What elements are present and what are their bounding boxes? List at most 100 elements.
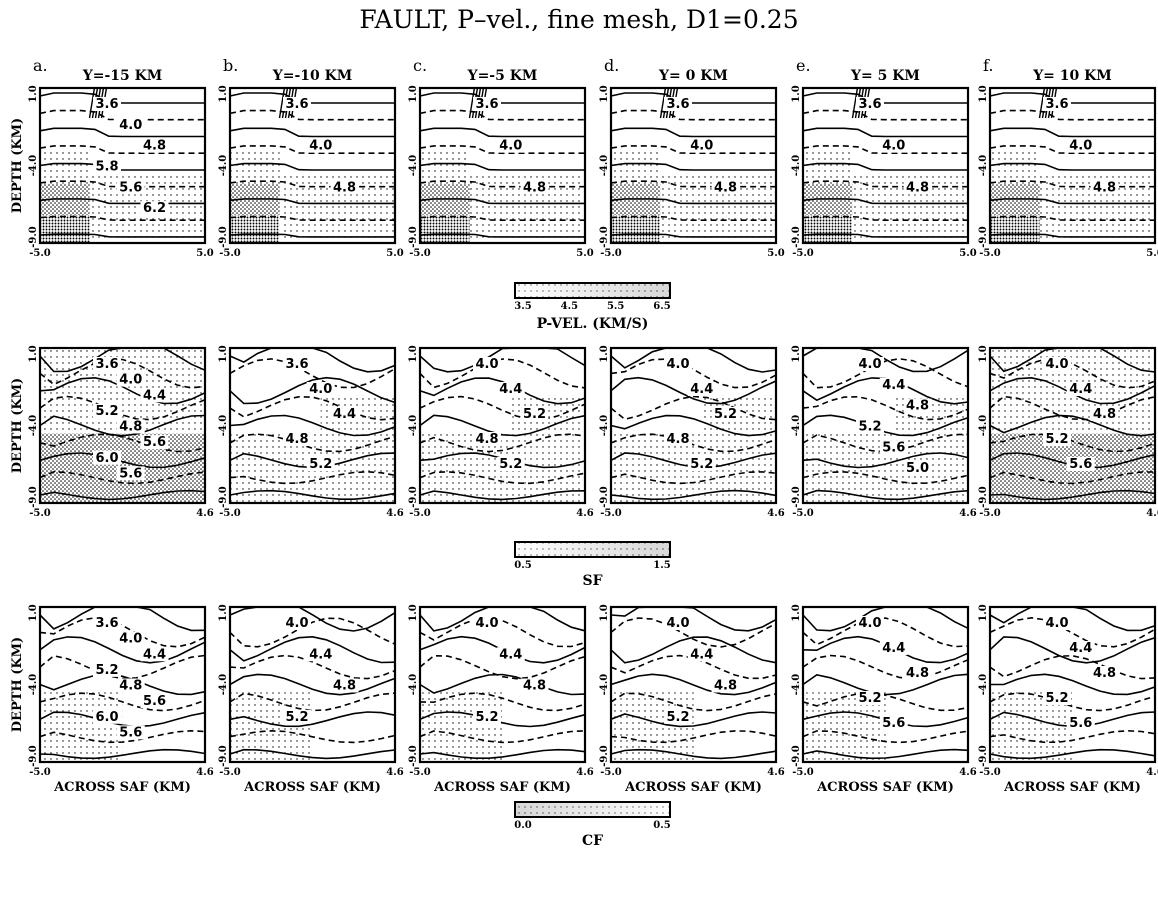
- y-tick-label: -9.0: [408, 745, 419, 767]
- contour-label-bg: [116, 117, 145, 132]
- contour-line: [419, 347, 586, 373]
- contour-label: 4.8: [119, 420, 142, 435]
- contour-label: 5.6: [1069, 457, 1092, 472]
- shade-region: [420, 215, 470, 243]
- contour-label-bg: [903, 666, 932, 680]
- contour-label: 5.2: [309, 457, 332, 472]
- fault-contour: [278, 87, 286, 119]
- contour-line: [802, 692, 969, 712]
- panel-letter: b.: [223, 56, 238, 75]
- contour-line: [989, 606, 1156, 632]
- contour-line: [229, 489, 396, 500]
- contour-line: [419, 109, 585, 121]
- contour-label-bg: [711, 180, 740, 195]
- contour-line: [229, 198, 395, 205]
- contour-line: [39, 395, 206, 421]
- contour-line: [419, 414, 586, 437]
- contour-line: [39, 636, 206, 664]
- x-tick-label: -5.0: [219, 248, 241, 259]
- y-tick-label: -4.0: [599, 415, 610, 437]
- contour-panel: f. Y= 10 KM 3.6 4.0 4.8 1.0 -4.0 -9.0-5.0 5.0: [978, 56, 1158, 259]
- panel-section-label: Y= 5 KM: [850, 68, 920, 84]
- x-tick-label: 4.6: [1146, 767, 1158, 778]
- contour-line: [419, 673, 586, 696]
- panel-frame: [801, 605, 970, 764]
- y-axis-label: DEPTH (KM): [10, 378, 25, 473]
- x-tick-label: 5.0: [959, 248, 976, 259]
- contour-label-bg: [1090, 666, 1119, 680]
- contour-label: 4.8: [1093, 666, 1116, 681]
- y-tick-label: -9.0: [28, 745, 39, 767]
- contour-label-bg: [116, 372, 145, 387]
- contour-label-bg: [903, 180, 932, 195]
- colorbar-tick-label: 3.5: [514, 301, 531, 312]
- contour-line: [802, 198, 968, 205]
- contour-label: 4.0: [119, 118, 142, 133]
- contour-line: [419, 654, 586, 680]
- shade-region: [420, 150, 470, 185]
- contour-line: [802, 145, 968, 154]
- contour-line: [39, 358, 206, 389]
- contour-line: [989, 414, 1156, 437]
- contour-line: [39, 162, 205, 171]
- contour-line: [802, 347, 969, 373]
- y-tick-label: -9.0: [599, 745, 610, 767]
- contour-label: 4.0: [119, 373, 142, 388]
- contour-label: 4.4: [1069, 382, 1092, 397]
- fault-contour: [1038, 87, 1046, 119]
- contour-label: 4.4: [143, 388, 166, 403]
- contour-line: [610, 347, 777, 373]
- y-tick-label: -9.0: [978, 486, 989, 508]
- contour-label: 4.0: [666, 616, 689, 631]
- contour-line: [419, 395, 586, 421]
- contour-label: 4.4: [1069, 641, 1092, 656]
- contour-label: 4.0: [1045, 357, 1068, 372]
- contour-label-bg: [1042, 432, 1071, 446]
- y-tick-label: -9.0: [28, 486, 39, 508]
- contour-label-bg: [472, 357, 501, 371]
- contour-line: [610, 145, 776, 154]
- y-tick-label: 1.0: [791, 85, 802, 102]
- colorbar-label: P-VEL. (KM/S): [537, 316, 649, 332]
- contour-label-bg: [903, 398, 932, 413]
- y-tick-label: -4.0: [599, 155, 610, 177]
- y-tick-label: -4.0: [408, 674, 419, 696]
- contour-label-bg: [92, 616, 121, 630]
- contour-label-bg: [1042, 97, 1071, 111]
- x-tick-label: 4.6: [959, 767, 976, 778]
- contour-line: [610, 162, 776, 171]
- contour-line: [989, 692, 1156, 712]
- contour-label: 4.0: [882, 139, 905, 154]
- contour-line: [39, 198, 205, 205]
- contour-label: 4.0: [499, 139, 522, 154]
- contour-line: [229, 180, 395, 188]
- contour-line: [989, 92, 1155, 104]
- contour-label: 4.4: [499, 382, 522, 397]
- contour-line: [802, 357, 969, 389]
- contour-label: 3.6: [858, 97, 881, 112]
- panel-section-label: Y= 10 KM: [1032, 68, 1112, 84]
- contour-line: [802, 109, 968, 121]
- contour-line: [802, 395, 969, 421]
- contour-label-bg: [687, 457, 716, 471]
- contour-label-bg: [116, 725, 145, 740]
- contour-label: 5.2: [858, 691, 881, 706]
- x-axis-label: ACROSS SAF (KM): [624, 780, 762, 795]
- contour-label-bg: [1090, 180, 1119, 195]
- panel-frame: [38, 346, 207, 505]
- contour-label: 5.2: [690, 457, 713, 472]
- x-tick-label: 4.6: [959, 508, 976, 519]
- contour-line: [802, 180, 968, 188]
- contour-label: 4.8: [666, 432, 689, 447]
- contour-label-bg: [330, 180, 359, 195]
- colorbar-tick-label: 6.5: [653, 301, 670, 312]
- contour-label-bg: [663, 432, 692, 446]
- contour-label-bg: [306, 138, 335, 153]
- contour-line: [610, 376, 777, 405]
- contour-line: [419, 162, 585, 171]
- contour-line: [989, 162, 1155, 171]
- y-axis-label: DEPTH (KM): [10, 118, 25, 213]
- contour-label: 4.8: [1093, 180, 1116, 195]
- y-tick-label: -9.0: [408, 226, 419, 248]
- figure-title: FAULT, P–vel., fine mesh, D1=0.25: [359, 5, 798, 34]
